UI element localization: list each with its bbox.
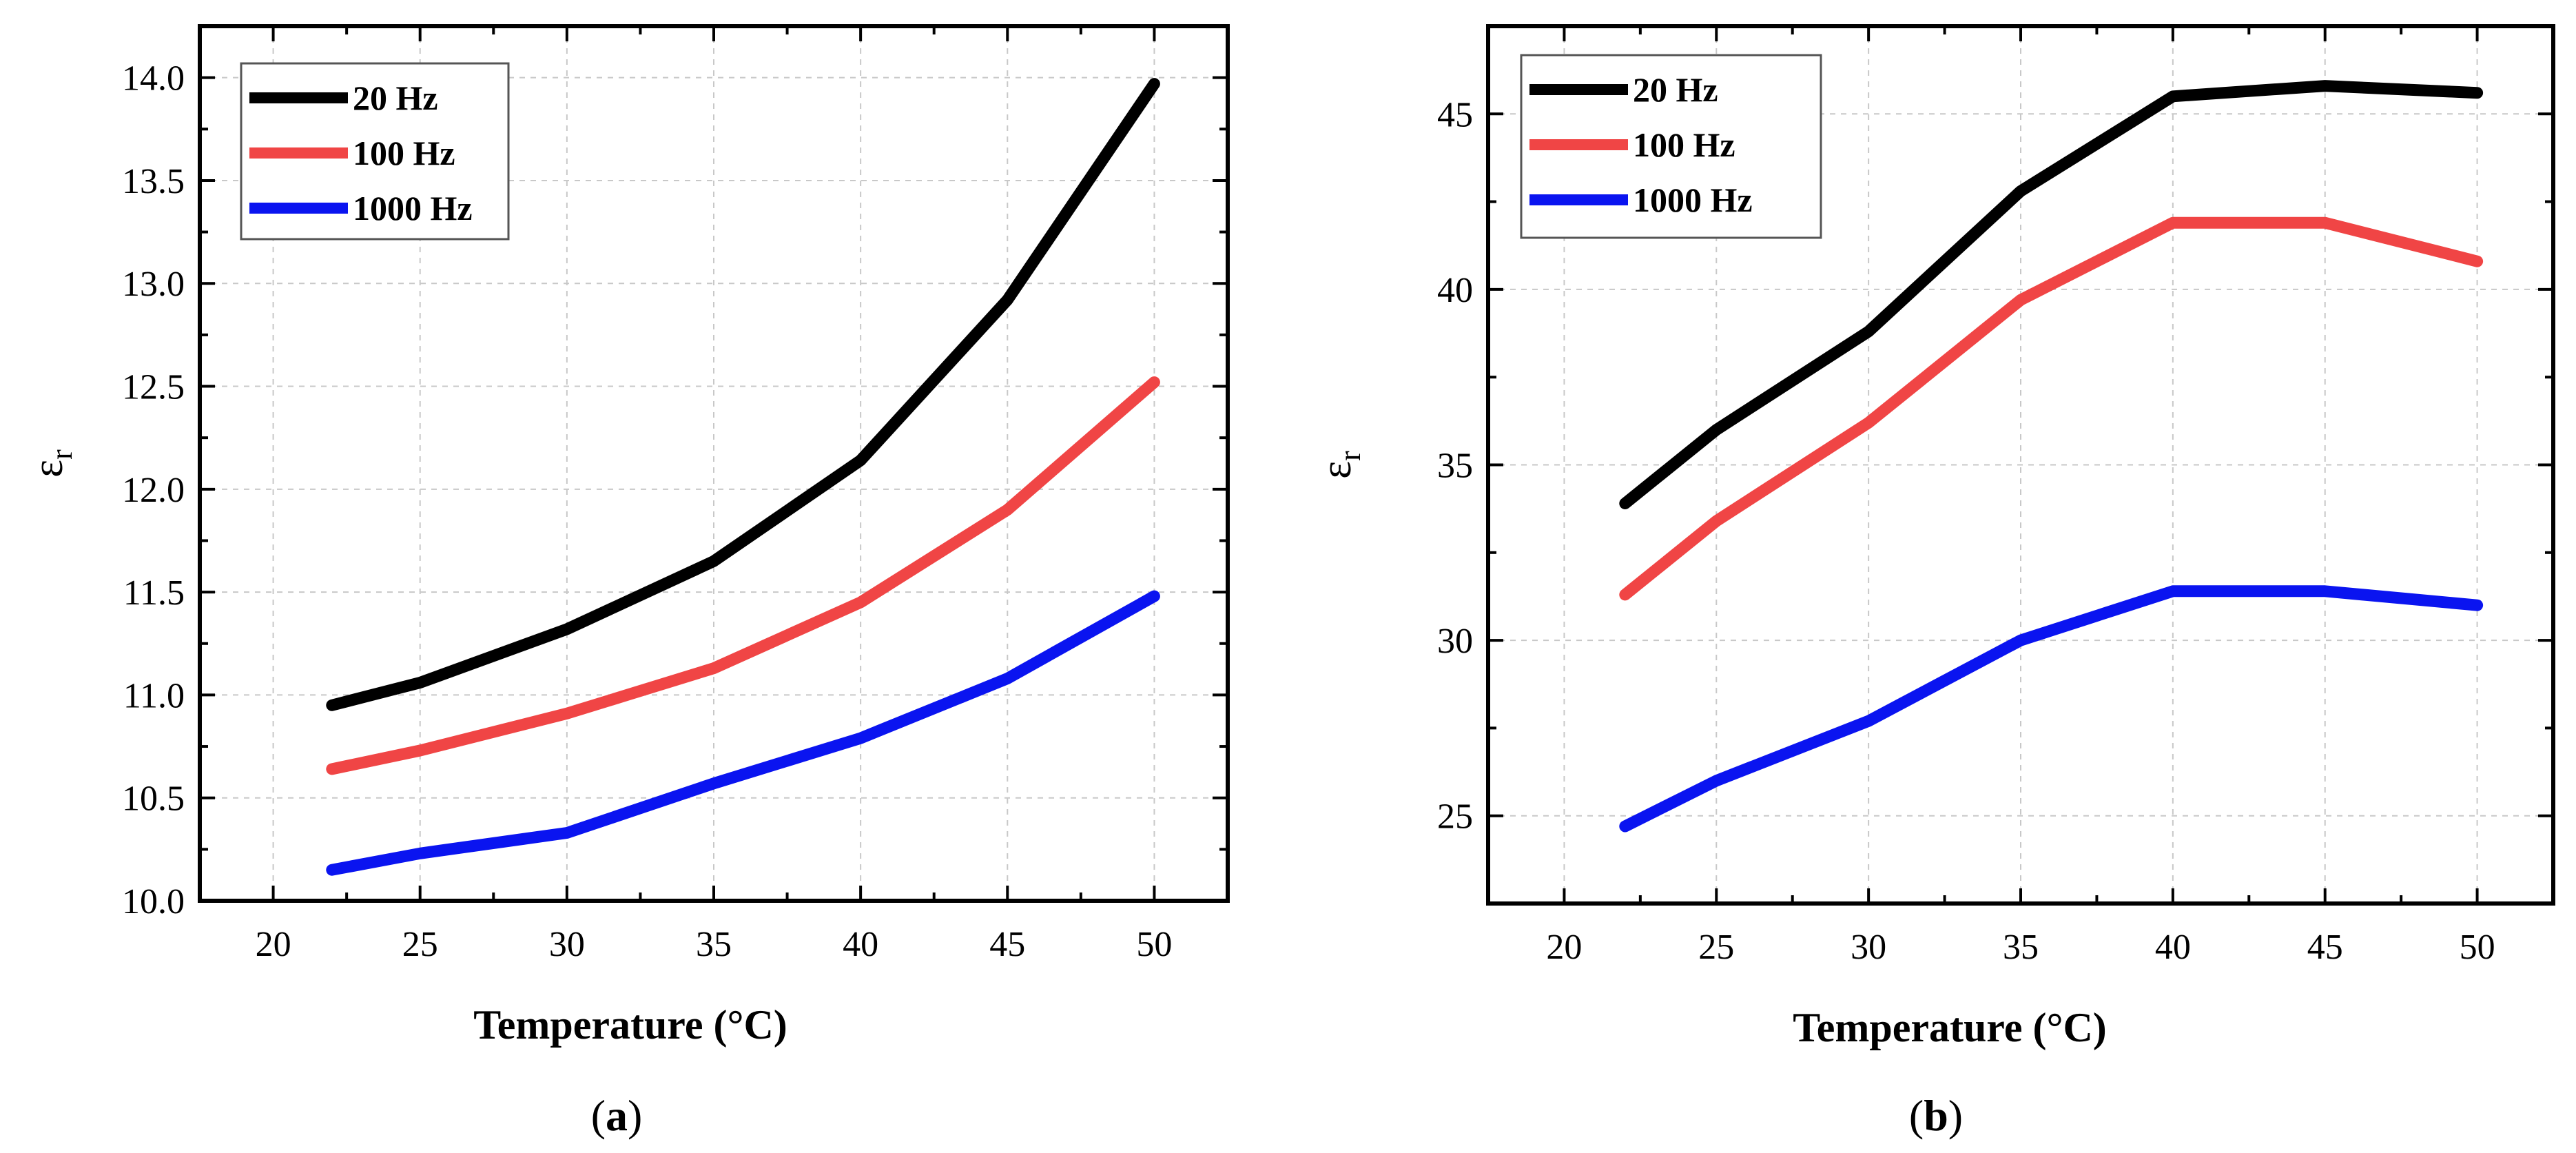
series-line-20-hz <box>1619 80 2484 509</box>
y-tick-label: 10.5 <box>122 779 185 819</box>
y-axis-title-symbol: ε <box>1313 461 1360 479</box>
y-tick-label: 11.5 <box>123 573 185 613</box>
x-tick-label: 25 <box>402 925 438 964</box>
legend-item: 100 Hz <box>1529 125 1735 164</box>
y-tick-label: 10.0 <box>122 882 185 921</box>
series-line-20-hz <box>326 78 1160 711</box>
legend: 20 Hz 100 Hz 1000 Hz <box>240 62 510 241</box>
x-tick-label: 30 <box>549 925 585 964</box>
y-tick-label: 35 <box>1437 447 1473 486</box>
y-tick-label: 25 <box>1437 797 1473 837</box>
x-tick-label: 40 <box>2155 928 2191 967</box>
caption-open: ( <box>1909 1091 1924 1140</box>
legend-label: 1000 Hz <box>1633 181 1753 219</box>
legend-label: 20 Hz <box>1633 70 1718 109</box>
x-tick-label: 25 <box>1698 928 1734 967</box>
caption-letter: a <box>606 1091 628 1140</box>
x-tick-label: 45 <box>989 925 1025 964</box>
caption-open: ( <box>591 1091 606 1140</box>
axes-frame <box>198 24 1230 903</box>
y-axis-title-subscript: r <box>45 449 79 460</box>
y-axis-title: εr <box>25 449 79 478</box>
legend: 20 Hz 100 Hz 1000 Hz <box>1520 54 1822 239</box>
y-axis-title: εr <box>1313 451 1367 479</box>
legend-item: 20 Hz <box>249 79 438 117</box>
chart-panel-b: 20 25 30 35 40 45 50 25 30 35 40 45 Temperature (°C)… <box>1313 24 2555 1140</box>
series-lines <box>1619 80 2484 833</box>
caption-close: ) <box>1948 1091 1963 1140</box>
y-tick-label: 11.0 <box>123 676 185 715</box>
x-tick-label: 45 <box>2307 928 2343 967</box>
legend-label: 100 Hz <box>1633 125 1735 164</box>
caption-letter: b <box>1924 1091 1948 1140</box>
chart-panel-a: 20 25 30 35 40 45 50 10.0 10.5 11.0 11.5 12.0 12.5 13… <box>25 24 1230 1140</box>
legend-item: 1000 Hz <box>1529 181 1753 219</box>
panel-caption: (b) <box>1909 1091 1963 1140</box>
axes-frame <box>1486 24 2555 906</box>
y-axis-title-symbol: ε <box>25 460 72 478</box>
x-tick-label: 20 <box>1546 928 1582 967</box>
legend-item: 1000 Hz <box>249 189 473 227</box>
x-tick-label: 40 <box>843 925 878 964</box>
x-tick-label: 50 <box>2460 928 2495 967</box>
series-line-100-hz <box>326 376 1160 775</box>
x-tick-label: 20 <box>256 925 291 964</box>
y-tick-label: 40 <box>1437 271 1473 310</box>
y-tick-label: 13.0 <box>122 265 185 304</box>
series-lines <box>326 78 1160 876</box>
legend-label: 100 Hz <box>353 134 455 172</box>
x-axis-title: Temperature (°C) <box>473 1002 787 1048</box>
y-tick-label: 14.0 <box>122 59 185 99</box>
y-tick-label: 45 <box>1437 95 1473 134</box>
x-tick-label: 30 <box>1851 928 1886 967</box>
y-axis-title-subscript: r <box>1333 451 1367 461</box>
caption-close: ) <box>628 1091 642 1140</box>
x-axis-title: Temperature (°C) <box>1793 1005 2107 1050</box>
series-line-1000-hz <box>1619 585 2484 833</box>
legend-item: 100 Hz <box>249 134 455 172</box>
legend-item: 20 Hz <box>1529 70 1718 109</box>
panel-caption: (a) <box>591 1091 643 1140</box>
series-line-1000-hz <box>326 590 1160 876</box>
series-line-100-hz <box>1619 216 2484 601</box>
x-tick-label: 35 <box>696 925 732 964</box>
legend-label: 20 Hz <box>353 79 438 117</box>
legend-label: 1000 Hz <box>353 189 473 227</box>
y-tick-label: 12.0 <box>122 471 185 510</box>
y-tick-label: 13.5 <box>122 162 185 201</box>
y-tick-label: 30 <box>1437 622 1473 661</box>
y-tick-label: 12.5 <box>122 368 185 407</box>
x-tick-label: 35 <box>2003 928 2039 967</box>
x-tick-label: 50 <box>1136 925 1172 964</box>
